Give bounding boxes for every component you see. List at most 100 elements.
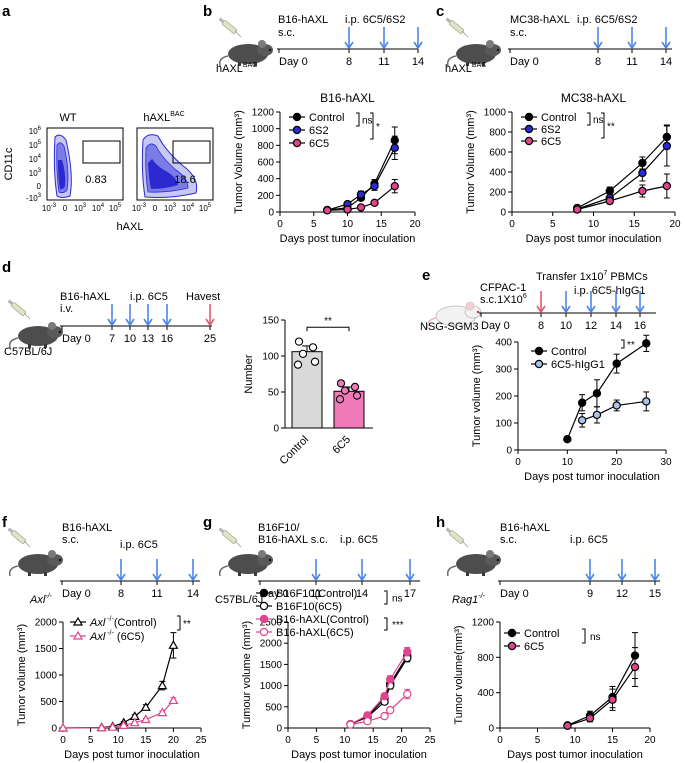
data-point	[168, 640, 179, 649]
series	[346, 651, 412, 729]
flow-x-tick: 104	[182, 203, 195, 213]
timeline-day: 14	[187, 588, 199, 600]
y-tick-label: 800	[477, 653, 494, 664]
chart-title: B16-hAXL	[320, 91, 375, 105]
schedule-d: B16-hAXL i.v. i.p. 6C5 Havest C57BL/6J D…	[4, 291, 220, 358]
data-point	[140, 714, 151, 724]
data-point	[140, 702, 151, 711]
series	[573, 173, 672, 214]
x-tick-label: 20	[396, 735, 408, 746]
injection-arrow-icon	[344, 27, 354, 50]
y-tick-label: 0	[506, 446, 512, 457]
timeline-day: Day 0	[279, 56, 308, 68]
series	[323, 135, 399, 215]
data-point	[390, 143, 399, 153]
legend-label: B16-hAXL(6C5)	[276, 627, 354, 639]
data-point	[577, 416, 587, 425]
timeline-day: 17	[404, 588, 416, 600]
legend-entry: Axl -/-(Control)	[70, 616, 157, 629]
legend-label: 6S2	[309, 125, 329, 137]
sched-h-treat: i.p. 6C5	[570, 534, 608, 546]
harvest-arrow-icon	[536, 291, 546, 314]
series	[323, 179, 399, 215]
x-tick-label: 10	[588, 219, 600, 230]
y-axis-label: Tumor volume (mm³)	[16, 624, 28, 726]
data-point	[638, 186, 647, 196]
data-point	[168, 695, 179, 705]
y-tick-label: 100	[262, 352, 279, 363]
y-tick-label: 300	[495, 365, 512, 376]
flow-x-tick: 0	[63, 204, 68, 213]
x-tick-label: 10	[342, 219, 354, 230]
significance-bracket: ns	[384, 590, 403, 605]
legend-label: Control	[524, 628, 559, 640]
sched-h-route: s.c.	[500, 534, 517, 546]
x-axis-label: Days post tumor inoculation	[507, 749, 643, 761]
significance-label: **	[627, 340, 635, 351]
legend-entry: Axl -/- (6C5)	[70, 630, 144, 643]
y-tick-label: 200	[489, 188, 506, 199]
data-point	[507, 641, 517, 651]
data-point	[563, 721, 572, 730]
injection-arrow-icon	[125, 304, 135, 327]
legend-entry: 6S2	[289, 125, 329, 137]
flow-x-ticks: 10-3 0 103 104 105 10-3 0 103 104 105	[42, 203, 212, 213]
data-point	[612, 359, 621, 368]
sched-h-mouse: Rag1-/-	[452, 593, 486, 606]
timeline-day: 11	[310, 588, 321, 600]
significance-bracket: ***	[384, 617, 404, 631]
timeline-day: 12	[585, 320, 597, 332]
series	[346, 646, 412, 729]
significance-bracket: ns	[582, 628, 601, 644]
injection-arrow-icon	[405, 559, 415, 582]
data-point	[259, 601, 269, 611]
significance-label: ns	[593, 115, 604, 126]
data-point	[608, 695, 617, 704]
y-tick-label: 1000	[252, 124, 275, 135]
data-point	[524, 124, 534, 134]
schedule-h: B16-hAXL s.c. i.p. 6C5 Rag1-/- Day 0 9 12 1…	[452, 522, 661, 606]
legend-label: 6C5	[541, 136, 561, 148]
timeline-day: 8	[346, 56, 352, 68]
data-point	[57, 722, 69, 732]
timeline-day: 16	[161, 333, 173, 345]
data-point	[386, 705, 395, 715]
data-point	[292, 112, 302, 122]
data-point	[370, 198, 379, 208]
significance-bracket: **	[177, 615, 191, 631]
y-tick-label: 0	[276, 724, 282, 735]
data-point	[403, 647, 412, 656]
x-tick-label: 10	[339, 735, 351, 746]
timeline-day: 8	[118, 588, 124, 600]
y-tick-label: 400	[477, 688, 494, 699]
data-point	[294, 337, 304, 346]
injection-arrow-icon	[107, 304, 117, 327]
data-point	[592, 410, 602, 420]
data-point	[630, 662, 640, 672]
significance-bracket: **	[306, 316, 350, 332]
legend-entry: Control	[289, 112, 344, 124]
sched-e-cell: CFPAC-1	[480, 282, 526, 294]
x-tick-label: 5	[311, 219, 317, 230]
injection-arrow-icon	[162, 304, 172, 327]
sched-c-treat: i.p. 6C5/6S2	[577, 14, 638, 26]
flow-plot-wt	[46, 127, 124, 201]
flow-y-tick: 105	[29, 140, 42, 150]
timeline-day: 7	[109, 333, 115, 345]
y-tick-label: 0	[500, 208, 506, 219]
data-point	[370, 181, 379, 191]
series	[323, 126, 399, 215]
data-point	[157, 707, 168, 717]
y-tick-label: 0	[488, 724, 494, 735]
injection-arrow-icon	[152, 559, 162, 582]
chart-f: 0 500 1000 1500 2000 0 5 10 15 20 25 Days post tumo…	[16, 615, 207, 761]
injection-arrow-icon	[611, 291, 621, 314]
y-tick-label: 200	[495, 392, 512, 403]
legend-label: Axl -/-(Control)	[89, 616, 157, 629]
timeline-day: Day 0	[510, 56, 539, 68]
data-point	[524, 136, 534, 146]
y-tick-label: 1000	[484, 108, 507, 119]
injection-arrow-icon	[143, 304, 153, 327]
flow-x-tick: 10-3	[132, 203, 147, 213]
series	[57, 695, 179, 732]
